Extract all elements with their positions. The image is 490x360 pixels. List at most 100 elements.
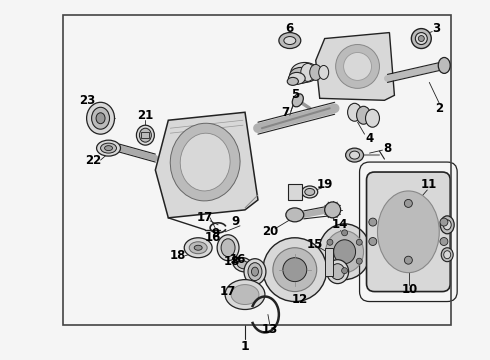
Ellipse shape (326, 231, 364, 273)
Ellipse shape (248, 263, 262, 280)
Ellipse shape (233, 257, 253, 272)
Circle shape (273, 248, 317, 292)
Circle shape (342, 268, 347, 274)
Text: 15: 15 (307, 238, 323, 251)
Ellipse shape (336, 45, 379, 88)
Ellipse shape (194, 245, 202, 250)
Text: 7: 7 (281, 106, 289, 119)
Ellipse shape (290, 67, 312, 84)
Polygon shape (155, 112, 258, 218)
Ellipse shape (292, 94, 303, 107)
Text: 18: 18 (170, 249, 187, 262)
Bar (63, 15, 451, 325)
Text: 17: 17 (197, 211, 213, 224)
Ellipse shape (302, 186, 318, 198)
Ellipse shape (287, 77, 298, 85)
Ellipse shape (334, 240, 356, 264)
Ellipse shape (310, 64, 322, 80)
Ellipse shape (301, 63, 315, 81)
Circle shape (356, 258, 362, 264)
Circle shape (440, 218, 448, 226)
Text: 4: 4 (366, 132, 374, 145)
Circle shape (327, 239, 333, 245)
Text: 2: 2 (435, 102, 443, 115)
Ellipse shape (357, 106, 370, 124)
Ellipse shape (284, 37, 296, 45)
Ellipse shape (170, 123, 240, 201)
Circle shape (342, 230, 347, 236)
Ellipse shape (87, 102, 115, 134)
Ellipse shape (184, 238, 212, 258)
Ellipse shape (440, 216, 454, 234)
Ellipse shape (100, 143, 117, 153)
Ellipse shape (418, 36, 424, 41)
Ellipse shape (231, 285, 259, 305)
Text: 10: 10 (401, 283, 417, 296)
Ellipse shape (180, 133, 230, 191)
Ellipse shape (345, 148, 364, 162)
Ellipse shape (347, 103, 362, 121)
Ellipse shape (104, 146, 113, 150)
Ellipse shape (416, 32, 427, 45)
Text: 18: 18 (224, 255, 240, 268)
Circle shape (263, 238, 327, 302)
Ellipse shape (289, 72, 305, 84)
Text: 5: 5 (291, 88, 299, 101)
Ellipse shape (221, 239, 235, 257)
Ellipse shape (377, 191, 439, 273)
Ellipse shape (438, 58, 450, 73)
Text: 13: 13 (262, 323, 278, 336)
Circle shape (369, 238, 377, 246)
Ellipse shape (97, 140, 121, 156)
Text: 1: 1 (241, 340, 249, 353)
Ellipse shape (96, 113, 105, 124)
Text: 19: 19 (317, 179, 333, 192)
Ellipse shape (305, 189, 315, 195)
Ellipse shape (244, 259, 266, 285)
Ellipse shape (412, 28, 431, 49)
Circle shape (404, 199, 413, 207)
Ellipse shape (325, 202, 341, 218)
Text: 16: 16 (205, 231, 221, 244)
Text: 11: 11 (421, 179, 438, 192)
Text: 6: 6 (286, 22, 294, 35)
Polygon shape (316, 32, 394, 100)
Text: 8: 8 (383, 141, 392, 155)
Circle shape (283, 258, 307, 282)
Ellipse shape (189, 242, 207, 254)
Text: 16: 16 (230, 253, 246, 266)
Ellipse shape (366, 109, 379, 127)
Ellipse shape (140, 128, 151, 142)
Circle shape (356, 239, 362, 245)
Ellipse shape (343, 53, 371, 80)
Ellipse shape (443, 220, 451, 230)
Circle shape (369, 218, 377, 226)
Ellipse shape (318, 66, 329, 80)
Text: 20: 20 (262, 225, 278, 238)
Bar (288, 184, 302, 200)
Circle shape (404, 256, 413, 264)
FancyBboxPatch shape (367, 172, 450, 292)
Text: 14: 14 (331, 218, 348, 231)
Ellipse shape (92, 107, 110, 129)
Text: 22: 22 (85, 154, 102, 167)
Text: 23: 23 (79, 94, 96, 107)
Ellipse shape (291, 62, 318, 82)
Ellipse shape (444, 251, 451, 259)
Circle shape (327, 258, 333, 264)
Ellipse shape (217, 235, 239, 261)
Ellipse shape (318, 224, 370, 280)
Bar (142, 132, 149, 138)
Ellipse shape (441, 248, 453, 262)
Ellipse shape (237, 261, 249, 269)
Ellipse shape (286, 208, 304, 222)
Text: 12: 12 (292, 293, 308, 306)
Ellipse shape (279, 32, 301, 49)
Text: 3: 3 (432, 22, 441, 35)
Text: 9: 9 (231, 215, 239, 228)
Circle shape (440, 238, 448, 246)
Ellipse shape (251, 267, 258, 276)
Text: 17: 17 (220, 285, 236, 298)
Text: 9: 9 (211, 227, 219, 240)
Ellipse shape (225, 280, 265, 310)
